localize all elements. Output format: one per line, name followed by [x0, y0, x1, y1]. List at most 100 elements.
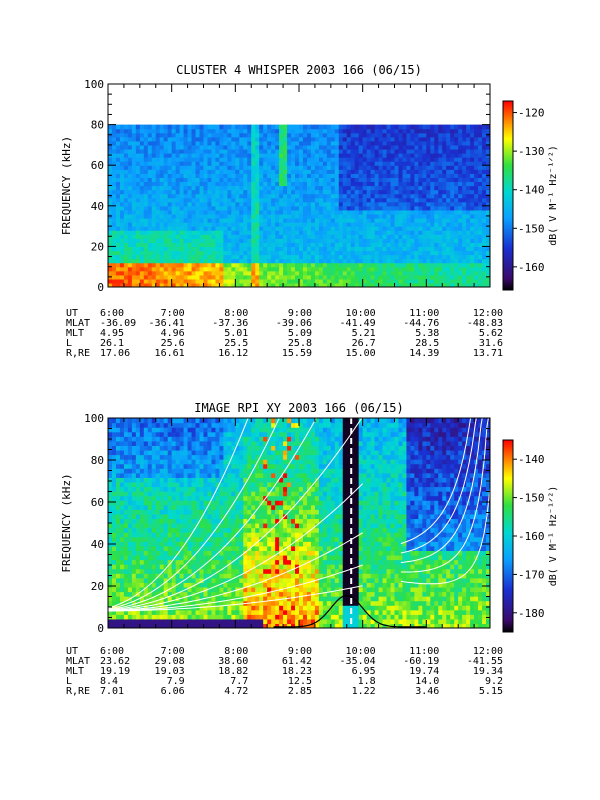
- heatmap-cell: [111, 504, 117, 510]
- heatmap-cell: [203, 258, 209, 264]
- heatmap-cell: [314, 230, 320, 235]
- heatmap-cell: [291, 197, 296, 203]
- heatmap-cell: [155, 554, 161, 561]
- heatmap-cell: [139, 596, 145, 602]
- heatmap-cell: [167, 258, 173, 264]
- heatmap-cell: [350, 266, 356, 272]
- heatmap-cell: [430, 205, 435, 211]
- heatmap-cell: [159, 157, 165, 162]
- heatmap-cell: [155, 591, 161, 597]
- heatmap-cell: [374, 136, 380, 142]
- heatmap-cell: [299, 217, 304, 223]
- heatmap-cell: [414, 173, 419, 178]
- heatmap-cell: [318, 140, 324, 146]
- heatmap-cell: [442, 278, 447, 284]
- heatmap-cell: [203, 205, 209, 211]
- heatmap-cell: [406, 201, 412, 207]
- heatmap-cell: [127, 605, 133, 611]
- heatmap-cell: [486, 258, 490, 264]
- heatmap-cell: [390, 181, 396, 187]
- heatmap-cell: [438, 181, 443, 187]
- heatmap-cell: [458, 136, 463, 142]
- heatmap-cell: [139, 527, 145, 533]
- heatmap-cell: [183, 500, 189, 506]
- heatmap-cell: [374, 153, 380, 158]
- heatmap-cell: [151, 545, 157, 551]
- heatmap-cell: [231, 124, 236, 130]
- heatmap-cell: [259, 157, 264, 162]
- heatmap-cell: [354, 282, 360, 287]
- heatmap-cell: [295, 197, 300, 203]
- heatmap-cell: [127, 169, 133, 174]
- heatmap-cell: [199, 226, 205, 231]
- heatmap-cell: [410, 197, 415, 203]
- heatmap-cell: [108, 486, 113, 492]
- heatmap-cell: [111, 217, 117, 223]
- heatmap-cell: [215, 181, 221, 187]
- heatmap-cell: [199, 161, 205, 166]
- heatmap-cell: [398, 274, 404, 280]
- heatmap-cell: [207, 242, 213, 247]
- heatmap-cell: [255, 266, 260, 272]
- heatmap-cell: [402, 234, 408, 239]
- heatmap-cell: [271, 148, 276, 154]
- heatmap-cell: [378, 234, 384, 239]
- heatmap-cell: [131, 270, 137, 276]
- heatmap-cell: [143, 550, 149, 556]
- heatmap-cell: [275, 246, 280, 252]
- heatmap-cell: [486, 185, 490, 191]
- heatmap-cell: [223, 169, 228, 174]
- heatmap-cell: [127, 491, 133, 497]
- heatmap-cell: [450, 169, 455, 174]
- heatmap-cell: [454, 136, 459, 142]
- heatmap-cell: [231, 234, 236, 239]
- heatmap-cell: [255, 226, 260, 231]
- heatmap-cell: [207, 181, 213, 187]
- heatmap-cell: [108, 278, 113, 284]
- heatmap-cell: [123, 250, 129, 256]
- heatmap-cell: [474, 157, 479, 162]
- heatmap-cell: [438, 238, 443, 243]
- heatmap-cell: [283, 262, 288, 268]
- heatmap-cell: [283, 282, 288, 287]
- heatmap-cell: [151, 173, 157, 178]
- heatmap-cell: [402, 136, 408, 142]
- heatmap-cell: [374, 132, 380, 138]
- heatmap-cell: [362, 242, 368, 247]
- heatmap-cell: [267, 238, 272, 243]
- heatmap-cell: [159, 440, 165, 446]
- heatmap-cell: [151, 274, 157, 280]
- heatmap-cell: [466, 140, 471, 146]
- heatmap-cell: [155, 618, 161, 625]
- heatmap-cell: [454, 250, 459, 256]
- heatmap-cell: [263, 234, 268, 239]
- heatmap-cell: [418, 173, 423, 178]
- heatmap-cell: [402, 209, 408, 215]
- heatmap-cell: [139, 518, 145, 524]
- heatmap-cell: [131, 623, 137, 628]
- heatmap-cell: [466, 278, 471, 284]
- heatmap-cell: [390, 140, 396, 146]
- heatmap-cell: [119, 132, 125, 138]
- heatmap-cell: [227, 217, 232, 223]
- heatmap: [108, 418, 490, 628]
- heatmap-cell: [163, 564, 169, 570]
- heatmap-cell: [334, 144, 340, 150]
- heatmap-cell: [183, 148, 189, 154]
- heatmap-cell: [219, 169, 224, 174]
- heatmap-cell: [147, 586, 153, 593]
- heatmap-cell: [310, 213, 316, 219]
- heatmap-cell: [394, 266, 400, 272]
- heatmap-cell: [390, 177, 396, 183]
- heatmap-cell: [306, 201, 312, 207]
- heatmap-cell: [450, 144, 455, 150]
- heatmap-cell: [462, 177, 467, 183]
- heatmap-cell: [239, 124, 244, 130]
- heatmap-cell: [326, 132, 332, 138]
- heatmap-cell: [374, 242, 380, 247]
- heatmap-cell: [263, 230, 268, 235]
- heatmap-cell: [219, 254, 224, 260]
- heatmap-cell: [306, 270, 312, 276]
- heatmap-cell: [287, 234, 292, 239]
- heatmap-cell: [187, 550, 193, 556]
